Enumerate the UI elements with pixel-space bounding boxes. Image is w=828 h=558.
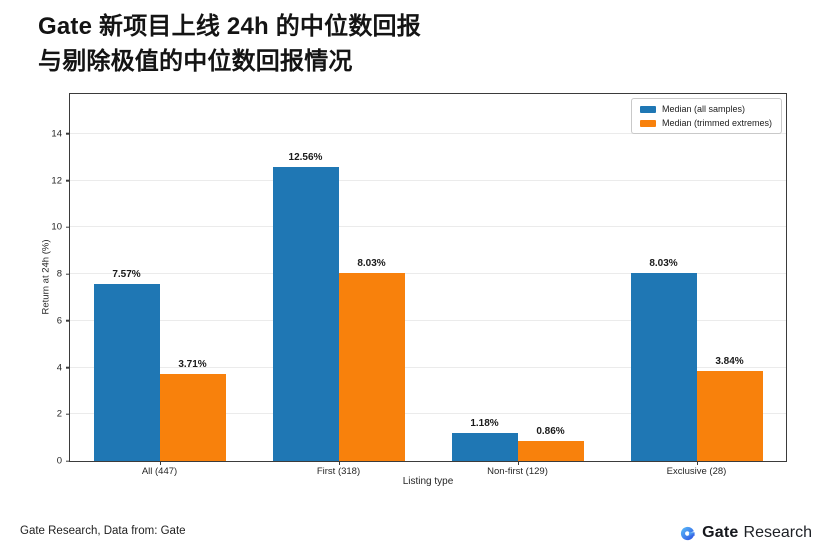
bar-group-4: 8.03% 3.84% — [607, 94, 786, 461]
bar-all-samples-3 — [451, 433, 518, 461]
bar-column: 8.03% — [338, 94, 405, 461]
bar-group-3: 1.18% 0.86% — [428, 94, 607, 461]
bar-value-label: 8.03% — [357, 258, 386, 270]
y-tick-mark-14 — [66, 133, 70, 135]
x-tick-label-3: Non-first (129) — [428, 461, 607, 477]
legend-row-2: Median (trimmed extremes) — [639, 118, 772, 128]
gridline-y-4 — [70, 366, 786, 368]
y-tick-label-10: 10 — [51, 221, 62, 233]
y-tick-label-8: 8 — [56, 268, 62, 280]
y-tick-label-4: 4 — [56, 362, 62, 373]
gridline-y-2 — [70, 413, 786, 415]
bar-group-2: 12.56% 8.03% — [249, 94, 428, 461]
legend-swatch-1 — [639, 105, 656, 113]
brand-logo: Gate Research — [677, 521, 812, 545]
legend: Median (all samples) Median (trimmed extr… — [630, 98, 782, 134]
bar-column: 3.84% — [696, 94, 763, 461]
gridline-y-8 — [70, 273, 786, 274]
gridline-y-6 — [70, 319, 786, 321]
y-tick-mark-2 — [66, 413, 70, 415]
x-tick-mark-4 — [696, 461, 698, 465]
gridline-y-10 — [70, 226, 786, 228]
legend-row-1: Median (all samples) — [639, 104, 772, 114]
bar-value-label: 3.84% — [715, 356, 744, 368]
x-axis-label: Listing type — [402, 476, 454, 487]
y-tick-mark-0 — [66, 460, 70, 462]
bar-all-samples-2 — [272, 167, 339, 461]
bar-value-label: 3.71% — [178, 359, 207, 371]
bar-value-label: 1.18% — [470, 418, 499, 430]
bar-trimmed-1 — [159, 374, 226, 461]
y-tick-mark-8 — [66, 273, 70, 275]
bar-value-label: 7.57% — [112, 269, 141, 281]
y-tick-label-6: 6 — [56, 315, 62, 327]
y-tick-label-0: 0 — [56, 455, 62, 467]
x-tick-label-4: Exclusive (28) — [607, 461, 786, 477]
y-axis-label: Return at 24h (%) — [40, 239, 52, 315]
bar-all-samples-1 — [93, 284, 160, 461]
y-tick-mark-10 — [66, 226, 70, 228]
bar-value-label: 0.86% — [536, 425, 565, 437]
bar-trimmed-4 — [696, 371, 763, 461]
bar-value-label: 12.56% — [288, 152, 323, 164]
y-tick-label-2: 2 — [56, 408, 62, 420]
brand-name-bold: Gate — [702, 524, 739, 541]
page-title-line2: 与剔除极值的中位数回报情况 — [38, 47, 353, 75]
x-tick-label-2: First (318) — [249, 461, 428, 477]
x-tick-label-1: All (447) — [70, 461, 249, 477]
source-note: Gate Research, Data from: Gate — [20, 525, 186, 537]
legend-label-2: Median (trimmed extremes) — [661, 118, 772, 128]
bar-trimmed-3 — [517, 440, 584, 461]
bar-column: 12.56% — [272, 94, 339, 461]
legend-swatch-2 — [639, 119, 656, 127]
page-title-line1: Gate 新项目上线 24h 的中位数回报 — [38, 13, 421, 40]
bar-column: 1.18% — [451, 94, 518, 461]
page-title: Gate 新项目上线 24h 的中位数回报 与剔除极值的中位数回报情况 — [38, 10, 421, 80]
gridline-y-14 — [70, 132, 786, 134]
y-tick-mark-12 — [66, 179, 70, 182]
y-tick-label-14: 14 — [51, 128, 62, 140]
y-tick-mark-6 — [66, 320, 70, 322]
x-ticks-row: All (447) First (318) Non-first (129) Exclu… — [70, 461, 786, 477]
bar-value-label: 8.03% — [649, 258, 678, 270]
bar-trimmed-2 — [338, 273, 405, 461]
x-tick-mark-1 — [159, 461, 161, 465]
brand-name-regular: Research — [743, 524, 812, 541]
legend-label-1: Median (all samples) — [661, 104, 745, 114]
y-tick-label-12: 12 — [51, 175, 62, 186]
plot-area: 7.57% 3.71% 12.56% 8.03% 1.18% 0.86% 8.03% 3.84… — [51, 93, 787, 477]
x-tick-mark-3 — [517, 461, 519, 465]
bar-group-1: 7.57% 3.71% — [70, 94, 249, 461]
x-tick-mark-2 — [338, 461, 340, 465]
bar-column: 8.03% — [630, 94, 697, 461]
bar-all-samples-4 — [630, 273, 697, 461]
gridline-y-12 — [70, 179, 786, 181]
bar-column: 7.57% — [93, 94, 160, 461]
bars-layer: 7.57% 3.71% 12.56% 8.03% 1.18% 0.86% 8.03% 3.84… — [70, 94, 786, 461]
gate-g-logo-icon — [681, 526, 695, 540]
y-tick-mark-4 — [66, 366, 70, 369]
bar-column: 0.86% — [517, 94, 584, 461]
bar-column: 3.71% — [159, 94, 226, 461]
